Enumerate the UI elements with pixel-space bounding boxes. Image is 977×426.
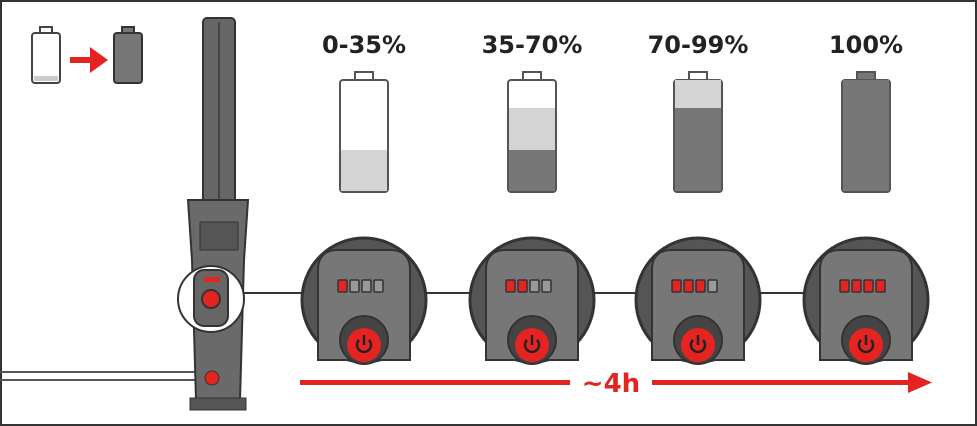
led	[839, 279, 850, 293]
power-icon	[857, 335, 875, 354]
led	[671, 279, 682, 293]
led	[337, 279, 348, 293]
led	[373, 279, 384, 293]
stage-label: 35-70%	[482, 31, 583, 59]
stages: 0-35% 35-70% 70-99% 100%	[300, 31, 930, 365]
work-lamp	[177, 17, 250, 411]
led	[517, 279, 528, 293]
led	[529, 279, 540, 293]
power-icon	[689, 335, 707, 354]
power-icon	[523, 335, 541, 354]
stage: 35-70%	[468, 31, 596, 365]
battery-light	[341, 150, 387, 191]
stage-label: 0-35%	[322, 31, 406, 59]
power-icon	[355, 335, 373, 354]
stage-label: 70-99%	[648, 31, 749, 59]
led	[863, 279, 874, 293]
charge-legend	[31, 26, 143, 84]
led	[707, 279, 718, 293]
stage: 100%	[802, 31, 930, 365]
led	[875, 279, 886, 293]
stage-label: 100%	[829, 31, 903, 59]
stage: 70-99%	[634, 31, 762, 365]
led	[695, 279, 706, 293]
led	[505, 279, 516, 293]
led	[349, 279, 360, 293]
led	[851, 279, 862, 293]
led	[361, 279, 372, 293]
battery-dark	[843, 80, 889, 191]
duration-label: ~4h	[582, 369, 640, 399]
cable	[0, 371, 205, 381]
led	[683, 279, 694, 293]
time-arrow: ~4h	[300, 369, 932, 399]
battery-dark	[675, 108, 721, 191]
battery-dark	[509, 150, 555, 191]
led	[541, 279, 552, 293]
stage: 0-35%	[300, 31, 428, 365]
